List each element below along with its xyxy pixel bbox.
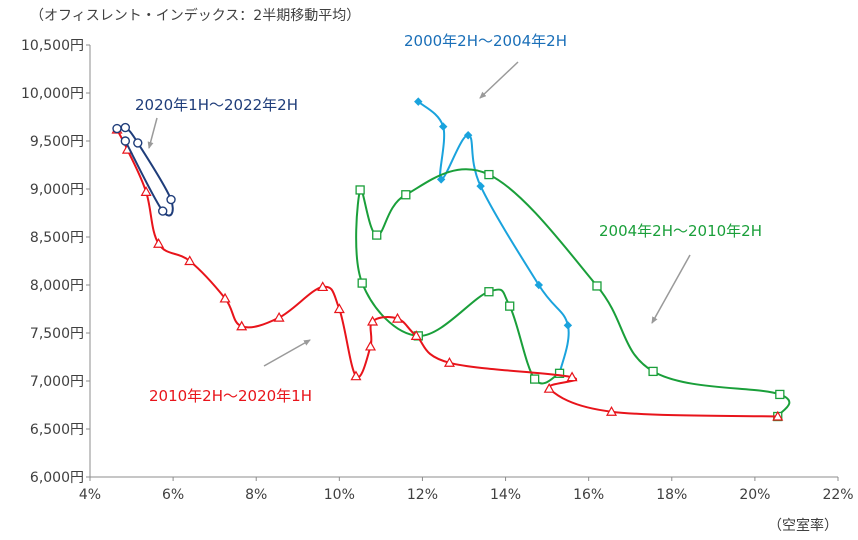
series-1 [355,168,791,422]
data-point [236,320,248,331]
data-point [463,131,473,140]
data-point [476,181,485,191]
data-point [391,312,404,323]
data-point [484,287,494,297]
data-point [410,330,422,340]
data-point [648,366,658,377]
x-tick-label: 18% [656,487,687,503]
data-point [436,175,446,184]
data-point [357,278,367,288]
y-tick-label: 6,500円 [30,422,84,438]
data-point [120,136,131,146]
data-point [414,97,423,106]
data-point [554,368,565,378]
y-tick-label: 8,500円 [30,230,84,246]
chart-title: （オフィスレント・インデックス：2半期移動平均） [30,7,360,24]
data-point [317,281,329,292]
data-point [543,382,555,393]
y-tick-label: 9,500円 [30,134,84,150]
x-axis-label: （空室率） [768,517,838,534]
y-tick-label: 6,000円 [30,470,84,486]
annotation-2004-2010: 2004年2H～2010年2H [599,222,762,240]
data-point [219,292,231,303]
series-0 [414,97,573,378]
data-point [133,138,143,148]
data-point [153,237,165,248]
series-layer [111,97,791,422]
data-point [158,206,168,216]
data-point [566,371,578,382]
annotation-2000-2004: 2000年2H～2004年2H [404,32,567,50]
direction-arrow [147,117,158,149]
data-point [333,303,345,314]
data-point [184,255,196,266]
series-line [417,100,570,374]
data-point [592,281,602,291]
y-tick-label: 8,000円 [30,278,84,294]
x-tick-label: 6% [162,487,184,503]
x-tick-label: 10% [324,487,355,503]
x-tick-label: 8% [245,487,267,503]
axes: 6,000円 6,500円 7,000円 7,500円 8,000円 8,500円 9,00… [21,38,854,503]
arrow-layer [147,61,691,367]
x-tick-label: 22% [822,487,853,503]
data-point [112,123,122,134]
data-point [372,230,382,240]
x-tick-label: 16% [573,487,604,503]
y-tick-label: 9,000円 [30,182,84,198]
data-point [484,169,494,180]
y-tick-label: 7,000円 [30,374,84,390]
annotation-2010-2020: 2010年2H～2020年1H [149,387,312,405]
data-point [367,315,379,326]
data-point [140,186,152,196]
data-point [534,280,544,290]
data-point [350,370,362,381]
data-point [364,340,377,351]
y-tick-label: 10,500円 [21,38,84,54]
data-point [605,405,618,416]
data-point [439,122,448,131]
series-3 [112,122,176,217]
data-point [120,122,131,133]
direction-arrow [263,339,311,367]
data-point [775,389,785,400]
x-tick-label: 14% [490,487,521,503]
x-tick-label: 12% [407,487,438,503]
direction-arrow [479,61,519,99]
x-tick-label: 20% [739,487,770,503]
x-tick-label: 4% [79,487,101,503]
y-tick-label: 7,500円 [30,326,84,342]
data-point [166,194,176,205]
data-point [401,190,411,200]
data-point [772,410,784,421]
data-point [505,301,515,311]
direction-arrow [651,254,691,324]
annotation-2020-2022: 2020年1H～2022年2H [135,96,298,114]
data-point [443,357,455,367]
data-point [563,321,573,330]
y-tick-label: 10,000円 [21,86,84,102]
data-point [273,311,285,322]
data-point [355,185,365,195]
data-point [529,374,540,384]
